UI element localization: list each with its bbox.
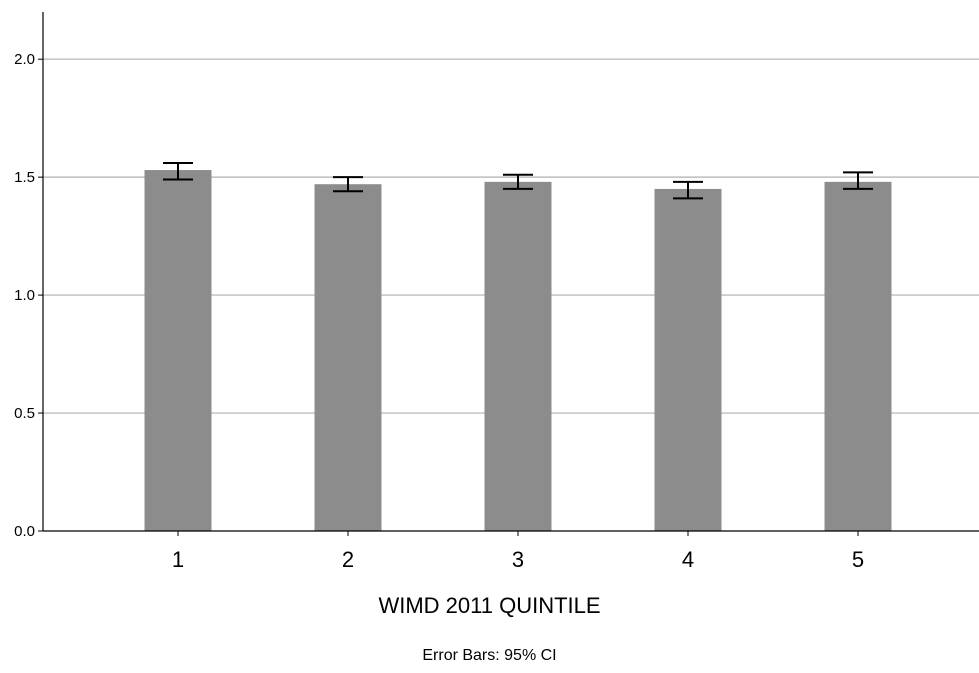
error-bars-note: Error Bars: 95% CI — [422, 647, 557, 664]
x-tick-label: 4 — [682, 547, 694, 572]
x-tick-label: 1 — [172, 547, 184, 572]
bars — [144, 170, 892, 532]
x-tick-label: 2 — [342, 547, 354, 572]
y-tick-label: 0.5 — [14, 405, 35, 422]
x-axis-title: WIMD 2011 QUINTILE — [378, 593, 601, 618]
bar — [314, 184, 382, 532]
y-tick-label: 1.0 — [14, 287, 35, 304]
error-bars — [163, 161, 873, 200]
x-tick-label: 3 — [512, 547, 524, 572]
y-tick-label: 2.0 — [14, 51, 35, 68]
bar — [824, 181, 892, 531]
x-tick-label: 5 — [852, 547, 864, 572]
y-tick-label: 0.0 — [14, 523, 35, 540]
bar — [484, 181, 552, 531]
x-tick-labels: 1 2 3 4 5 — [172, 531, 864, 572]
bar — [144, 170, 212, 532]
y-tick-labels: 0.0 0.5 1.0 1.5 2.0 — [14, 51, 43, 540]
y-tick-label: 1.5 — [14, 169, 35, 186]
bar — [654, 188, 722, 531]
